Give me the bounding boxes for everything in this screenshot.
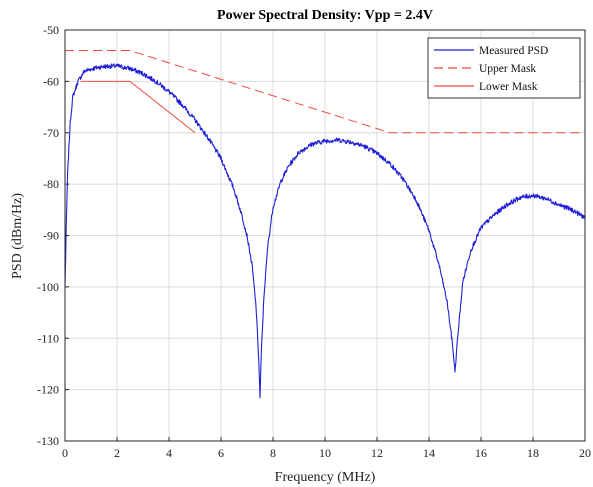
legend-label-upper-mask: Upper Mask <box>479 63 536 75</box>
y-tick-label: -70 <box>43 126 59 140</box>
legend-label-measured-psd: Measured PSD <box>479 45 548 57</box>
x-tick-label: 10 <box>319 446 331 460</box>
y-tick-label: -50 <box>43 23 59 37</box>
y-axis-label: PSD (dBm/Hz) <box>10 193 25 279</box>
y-tick-label: -60 <box>43 74 59 88</box>
series-line-lower-mask <box>80 80 196 134</box>
x-tick-label: 8 <box>270 446 276 460</box>
x-tick-label: 14 <box>423 446 435 460</box>
y-tick-label: -130 <box>37 434 59 448</box>
y-tick-label: -90 <box>43 229 59 243</box>
x-tick-label: 4 <box>166 446 172 460</box>
series-line-upper-mask <box>65 50 585 134</box>
x-tick-label: 16 <box>475 446 487 460</box>
y-tick-label: -100 <box>37 280 59 294</box>
x-tick-label: 0 <box>62 446 68 460</box>
y-axis-ticks: -50 -60 -70 -80 -90 -100 -110 -120 -130 <box>37 23 69 448</box>
legend-label-lower-mask: Lower Mask <box>479 81 538 93</box>
y-tick-label: -80 <box>43 177 59 191</box>
legend: Measured PSD Upper Mask Lower Mask <box>427 37 581 99</box>
x-tick-label: 6 <box>218 446 224 460</box>
y-tick-label: -120 <box>37 383 59 397</box>
x-axis-label: Frequency (MHz) <box>275 470 376 485</box>
x-axis-ticks: 0 2 4 6 8 10 12 14 16 18 20 <box>62 437 591 460</box>
series-line-measured-psd <box>64 63 586 399</box>
y-tick-label: -110 <box>37 331 59 345</box>
x-tick-label: 20 <box>579 446 591 460</box>
x-tick-label: 2 <box>114 446 120 460</box>
x-tick-label: 18 <box>527 446 539 460</box>
x-tick-label: 12 <box>371 446 383 460</box>
series-group <box>64 50 586 399</box>
chart-title: Power Spectral Density: Vpp = 2.4V <box>217 8 433 23</box>
